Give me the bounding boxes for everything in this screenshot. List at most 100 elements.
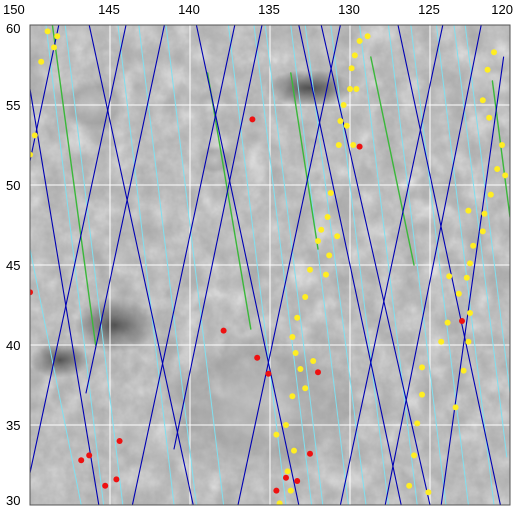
ground-track-dark (320, 25, 431, 505)
yellow-point (460, 367, 467, 374)
red-point (102, 482, 109, 489)
yellow-point (465, 338, 472, 345)
yellow-point (446, 273, 453, 280)
yellow-point (30, 151, 33, 158)
yellow-point (347, 86, 353, 92)
ground-track-light (264, 25, 324, 505)
red-point (78, 457, 85, 464)
ground-track-dark (339, 25, 444, 505)
longitude-labels: 150 145 140 135 130 125 120 (3, 2, 513, 17)
ground-track-dark (30, 88, 100, 505)
ground-track-green (491, 80, 510, 218)
ground-track-dark (440, 56, 505, 505)
lon-tick-label: 140 (178, 2, 200, 17)
yellow-point (54, 33, 61, 40)
yellow-point (310, 358, 317, 364)
red-point (294, 478, 301, 484)
lat-tick-label: 50 (6, 178, 20, 193)
yellow-point (334, 233, 341, 240)
yellow-point (356, 38, 363, 44)
yellow-point (335, 142, 342, 148)
yellow-point (479, 97, 486, 104)
yellow-point (323, 271, 329, 278)
red-point (116, 438, 123, 444)
yellow-point (273, 431, 280, 438)
yellow-point (494, 166, 501, 172)
yellow-point (284, 468, 291, 475)
yellow-point (287, 487, 294, 494)
ground-track-green (206, 72, 252, 330)
ground-track-light (464, 25, 510, 394)
yellow-point (343, 122, 350, 129)
yellow-point (289, 393, 296, 400)
yellow-point (467, 310, 473, 316)
ground-track-light (253, 25, 313, 505)
yellow-point (452, 404, 459, 411)
yellow-point (491, 49, 497, 56)
yellow-point (463, 274, 470, 281)
yellow-point (294, 314, 301, 321)
yellow-point (465, 207, 472, 214)
grid (30, 25, 510, 505)
yellow-point (353, 86, 360, 92)
yellow-point (499, 142, 505, 148)
yellow-point (327, 190, 334, 196)
ground-track-light (387, 25, 447, 505)
yellow-point (31, 132, 38, 139)
ground-track-light (64, 25, 124, 505)
ground-track-light (117, 25, 175, 505)
ground-track-light (165, 25, 225, 505)
latitude-labels: 60 55 50 45 40 35 30 (6, 21, 20, 508)
ground-track-dark (397, 25, 501, 505)
ground-track-green (51, 25, 97, 346)
yellow-point (51, 44, 57, 51)
ground-track-light (330, 25, 389, 505)
yellow-point (486, 114, 493, 121)
red-point (220, 327, 227, 334)
yellow-point (455, 290, 462, 297)
yellow-point (502, 172, 509, 179)
yellow-point (38, 58, 45, 65)
red-point (459, 318, 465, 324)
yellow-point (481, 210, 488, 217)
ground-track-light (290, 25, 349, 505)
yellow-point (307, 266, 313, 273)
yellow-point (411, 452, 417, 459)
yellow-point (315, 238, 321, 244)
ground-track-light (30, 248, 82, 505)
ground-track-dark (384, 25, 482, 505)
yellow-point (419, 391, 425, 398)
ground-track-light (453, 25, 508, 458)
lon-tick-label: 135 (258, 2, 280, 17)
yellow-point (340, 102, 347, 108)
yellow-points (30, 28, 509, 505)
yellow-point (351, 52, 358, 59)
yellow-point (318, 226, 325, 233)
ground-track-dark (85, 25, 165, 394)
ground-track-green (290, 72, 319, 250)
red-point (307, 450, 313, 457)
yellow-point (292, 350, 299, 356)
red-point (113, 476, 120, 483)
yellow-point (438, 338, 445, 345)
ground-track-light (138, 25, 197, 505)
yellow-point (44, 28, 51, 35)
yellow-point (414, 420, 421, 427)
red-point (283, 474, 289, 481)
lon-tick-label: 145 (98, 2, 120, 17)
ground-track-light (227, 25, 287, 505)
yellow-point (470, 242, 477, 249)
lat-tick-label: 35 (6, 418, 20, 433)
red-point (315, 369, 321, 376)
yellow-point (291, 447, 297, 454)
ground-track-dark (298, 25, 402, 505)
red-point (273, 487, 280, 494)
lat-tick-label: 45 (6, 258, 20, 273)
yellow-point (467, 260, 473, 267)
lat-tick-label: 60 (6, 21, 20, 36)
green-ground-tracks (51, 25, 510, 346)
red-points (30, 116, 465, 494)
yellow-point (444, 319, 451, 326)
yellow-point (425, 489, 432, 496)
